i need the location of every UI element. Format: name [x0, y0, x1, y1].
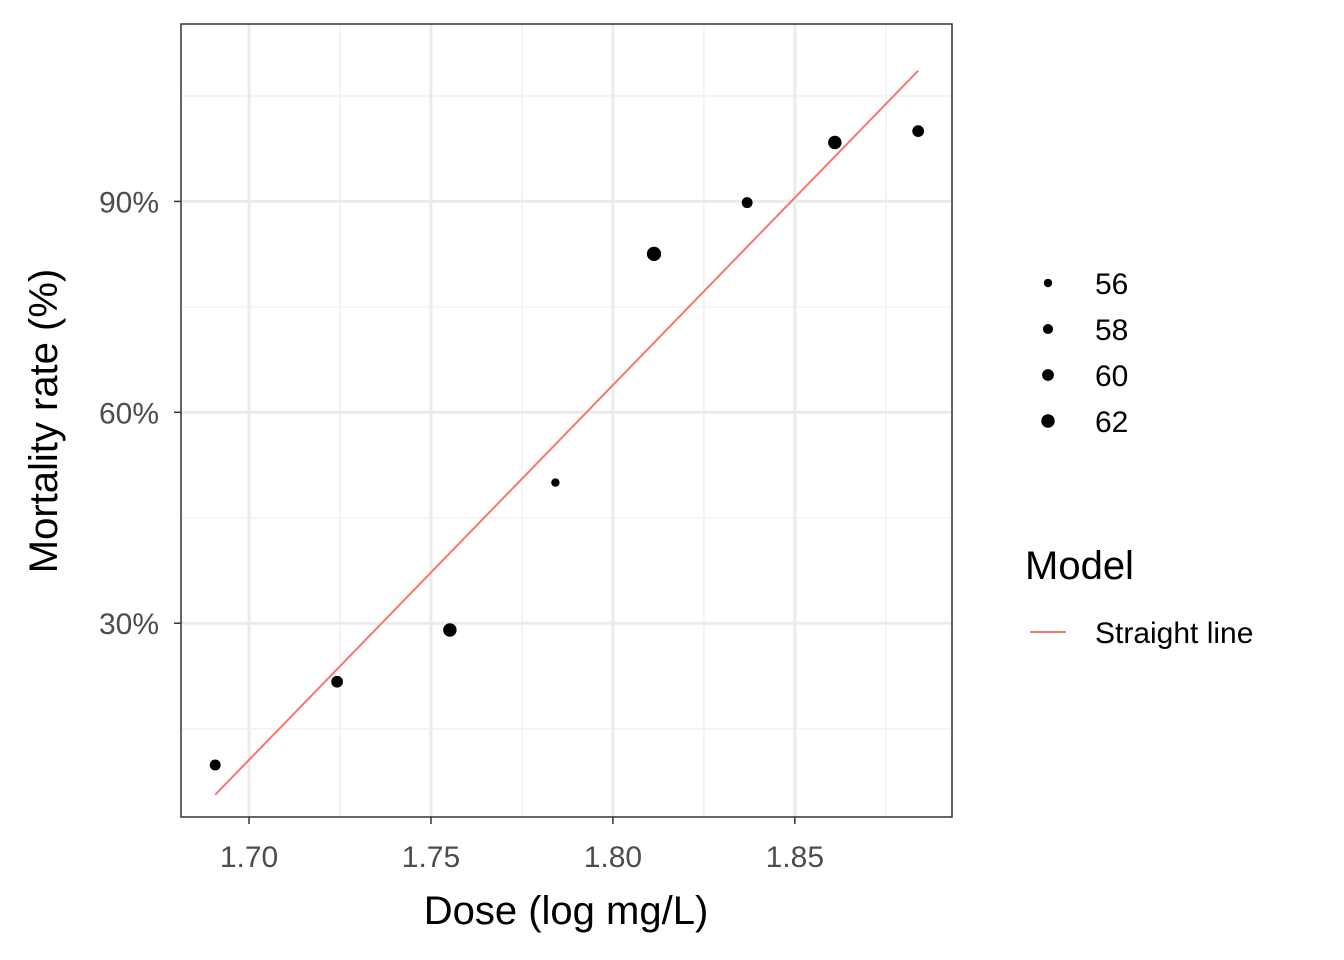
legend-size-key [1041, 414, 1055, 428]
data-point [912, 125, 925, 138]
legend-size-key [1042, 369, 1054, 381]
x-axis: 1.70 1.75 1.80 1.85 [220, 817, 824, 874]
y-axis-title: Mortality rate (%) [22, 269, 66, 574]
y-tick-label: 90% [99, 186, 159, 219]
points-layer [209, 125, 925, 771]
legend: 56 58 60 62 Model Straight line [1025, 268, 1253, 650]
panel-background [181, 24, 952, 817]
y-tick-label: 30% [99, 608, 159, 641]
legend-size-label: 58 [1095, 314, 1128, 347]
data-point [741, 197, 753, 209]
x-tick-label: 1.70 [220, 841, 278, 874]
data-point [828, 135, 842, 150]
data-point [551, 478, 560, 487]
legend-size-label: 60 [1095, 360, 1128, 393]
legend-size-label: 62 [1095, 406, 1128, 439]
fit-line [214, 69, 919, 796]
data-point [443, 623, 457, 637]
legend-model-title: Model [1025, 544, 1134, 588]
legend-size: 56 58 60 62 [1041, 268, 1128, 439]
y-axis: 30% 60% 90% [99, 186, 181, 641]
panel-border [180, 23, 953, 818]
fit-line-layer [214, 69, 919, 796]
legend-model-label: Straight line [1095, 617, 1253, 650]
minor-gridlines [181, 24, 952, 817]
legend-size-label: 56 [1095, 268, 1128, 301]
data-point [331, 675, 343, 688]
y-tick-label: 60% [99, 397, 159, 430]
legend-size-key [1043, 278, 1053, 288]
data-point [209, 759, 221, 771]
x-tick-label: 1.85 [766, 841, 824, 874]
x-axis-title: Dose (log mg/L) [424, 889, 709, 933]
legend-model: Straight line [1030, 617, 1253, 650]
data-point [646, 246, 662, 262]
major-gridlines [181, 24, 952, 817]
x-tick-label: 1.75 [402, 841, 460, 874]
legend-size-key [1042, 323, 1054, 335]
x-tick-label: 1.80 [584, 841, 642, 874]
